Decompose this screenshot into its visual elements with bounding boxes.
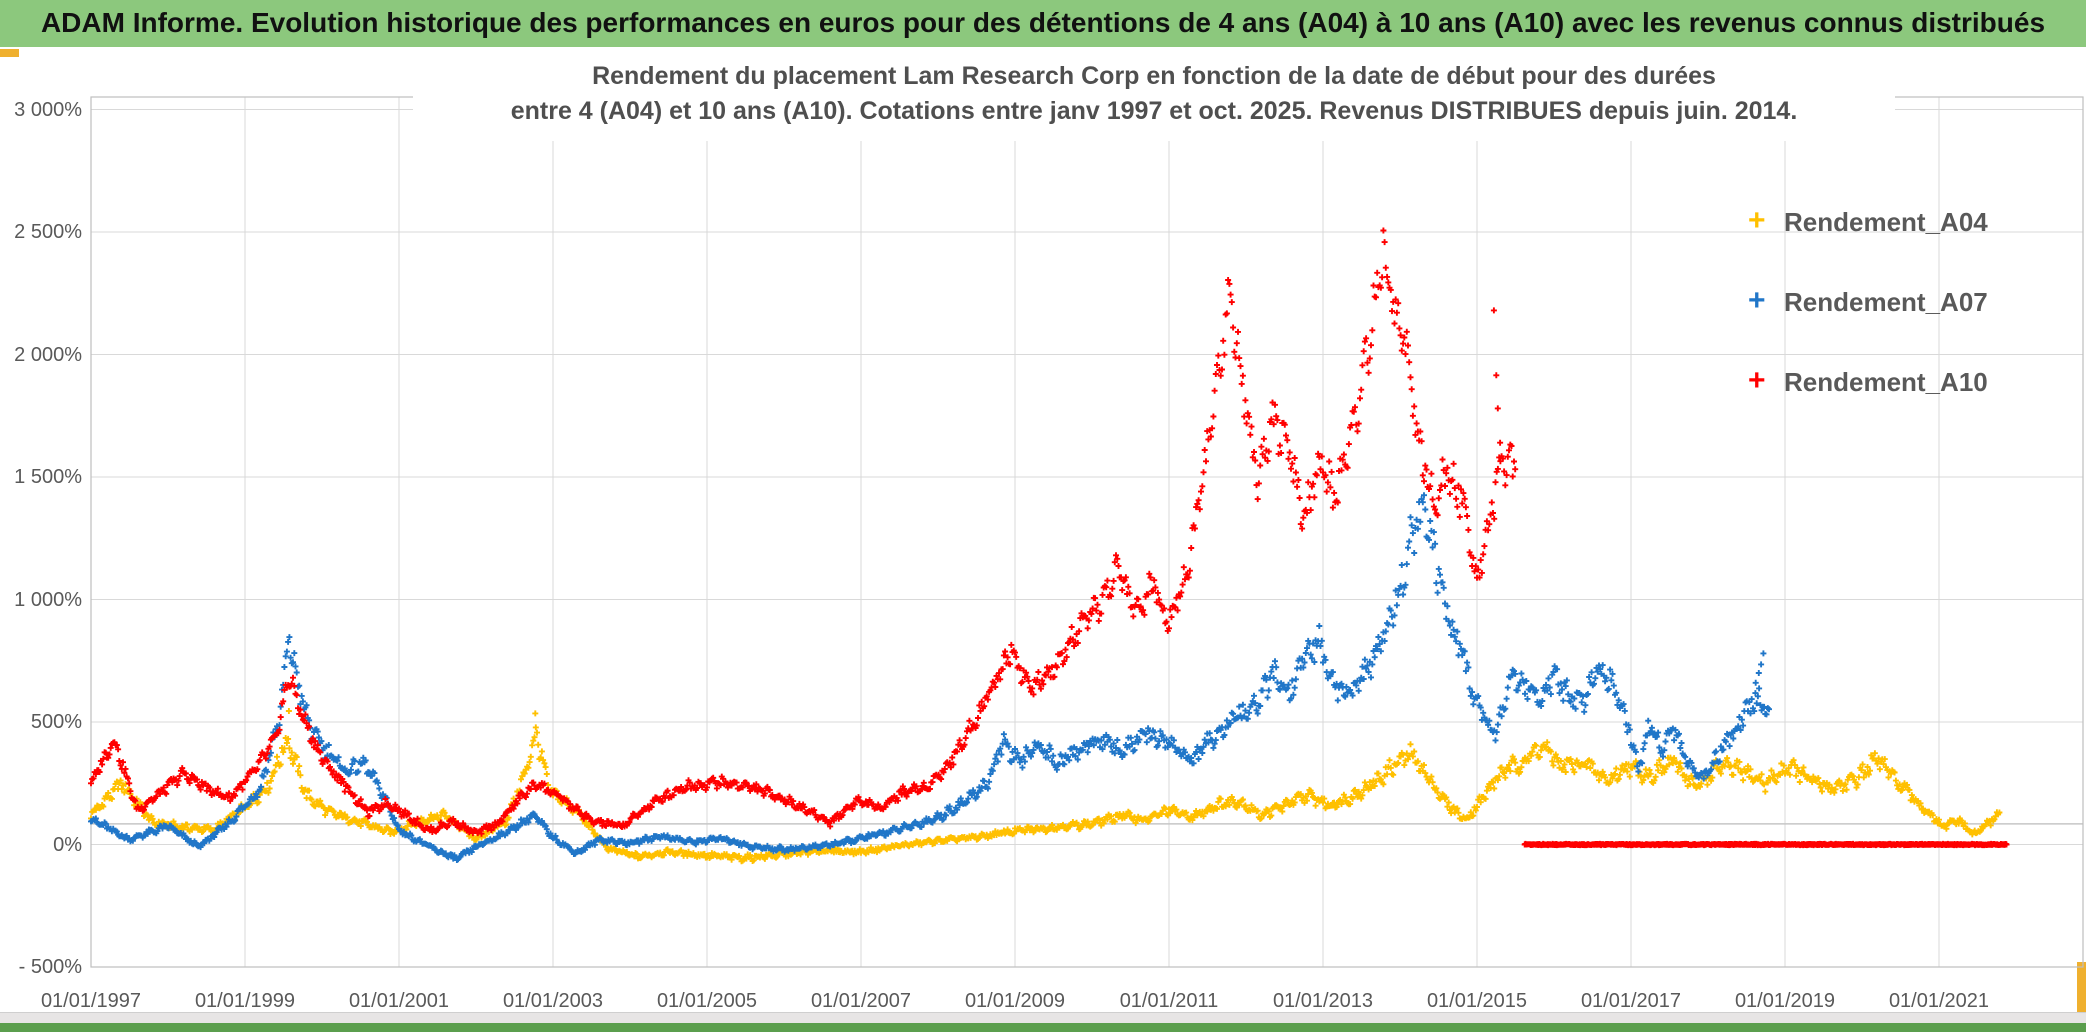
selection-border-right[interactable] [2077,962,2086,1032]
x-axis-label: 01/01/2009 [964,990,1066,1012]
x-axis-label: 01/01/2005 [656,990,758,1012]
x-axis-label: 01/01/2021 [1888,990,1990,1012]
y-axis-label: 0% [53,833,82,856]
legend-label: Rendement_A07 [1784,287,1988,317]
x-axis-label: 01/01/2011 [1119,990,1219,1012]
legend-item-a10[interactable]: + Rendement_A10 [1748,366,1988,446]
legend-item-a04[interactable]: + Rendement_A04 [1748,206,1988,286]
y-axis-label: 1 500% [14,466,82,488]
legend-label: Rendement_A04 [1784,207,1988,237]
series-a07-points [88,492,1772,863]
x-axis-label: 01/01/1997 [40,990,142,1012]
y-axis-label: 2 000% [14,343,82,366]
title-background [413,55,1895,141]
x-axis-label: 01/01/2013 [1272,990,1374,1012]
y-axis-label: 1 000% [14,588,82,611]
y-axis-label: 2 500% [14,221,82,243]
chart-title-line2: entre 4 (A04) et 10 ans (A10). Cotations… [510,97,1798,125]
legend-marker-icon: + [1748,364,1766,397]
bottom-bar [0,1023,2086,1032]
x-axis-label: 01/01/2017 [1580,990,1682,1012]
x-axis-label: 01/01/2019 [1734,990,1836,1012]
x-axis-label: 01/01/1999 [194,990,296,1012]
x-axis-label: 01/01/2001 [348,990,450,1012]
legend-label: Rendement_A10 [1784,367,1988,397]
window-title: ADAM Informe. Evolution historique des p… [40,7,2046,38]
selection-handle-top-left[interactable] [0,49,19,57]
y-axis-label: - 500% [18,956,82,978]
legend-marker-icon: + [1748,284,1766,317]
series-a04-points [88,708,2003,865]
chart-legend: + Rendement_A04 + Rendement_A07 + Rendement_A… [1748,206,1988,446]
y-axis-label: 3 000% [14,98,82,121]
legend-item-a07[interactable]: + Rendement_A07 [1748,286,1988,366]
y-axis-label: 500% [30,711,82,733]
window-header-bar: ADAM Informe. Evolution historique des p… [0,0,2086,47]
x-axis-label: 01/01/2003 [502,990,604,1012]
status-strip [0,1012,2086,1024]
series-a10-points [88,227,2010,849]
x-axis-label: 01/01/2015 [1426,990,1528,1012]
chart-title-line1: Rendement du placement Lam Research Corp… [592,62,1716,90]
x-axis-label: 01/01/2007 [810,990,912,1012]
legend-marker-icon: + [1748,204,1766,237]
